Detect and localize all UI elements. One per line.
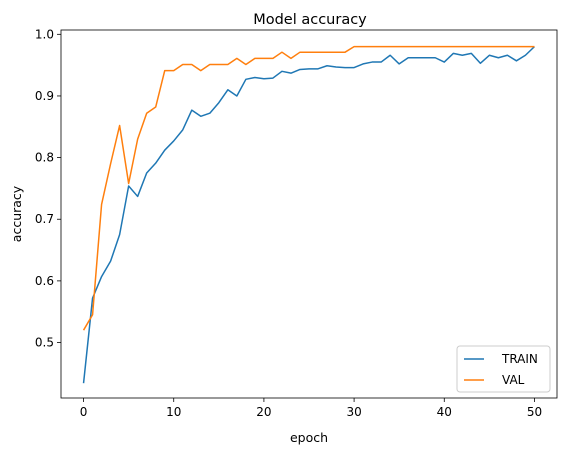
x-tick-label: 40 [437,405,452,419]
series-line-val [82,45,535,331]
legend-label-val: VAL [502,373,525,387]
y-tick-label: 0.7 [35,212,54,226]
series-layer [82,45,535,384]
x-tick-label: 30 [346,405,361,419]
plot-area [61,30,557,398]
series-line-train [82,46,535,384]
x-tick-label: 50 [527,405,542,419]
y-axis-label: accuracy [9,185,24,242]
x-tick-label: 20 [256,405,271,419]
plot-frame [60,29,558,399]
x-tick-label: 0 [80,405,88,419]
y-tick-label: 0.5 [35,336,54,350]
x-tick-label: 10 [166,405,181,419]
y-tick-label: 0.8 [35,151,54,165]
legend-label-train: TRAIN [501,352,538,366]
y-tick-label: 0.6 [35,274,54,288]
legend: TRAIN VAL [456,345,551,393]
y-axis-ticks: 0.5 0.6 0.7 0.8 0.9 1.0 [35,27,61,350]
y-tick-label: 0.9 [35,89,54,103]
chart-title: Model accuracy [253,12,367,28]
x-axis-ticks: 0 10 20 30 40 50 [80,398,542,419]
x-axis-label: epoch [290,430,328,445]
y-tick-label: 1.0 [35,27,54,41]
